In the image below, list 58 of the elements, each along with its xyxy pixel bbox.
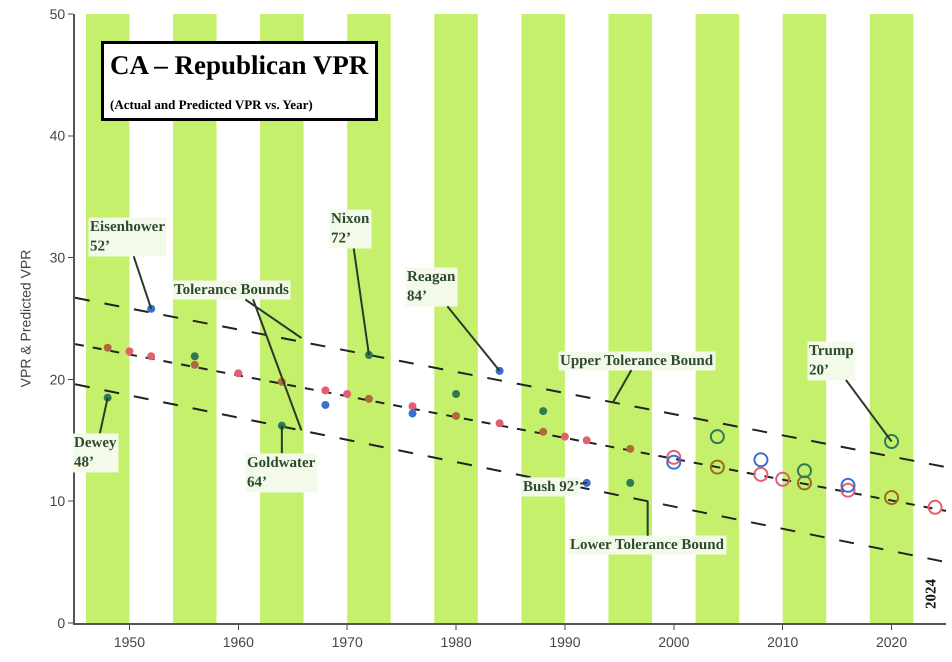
x-tick-label: 2000 bbox=[658, 634, 690, 650]
point bbox=[840, 478, 856, 493]
point bbox=[408, 402, 417, 410]
x-tick-label: 1980 bbox=[440, 634, 472, 650]
point bbox=[452, 412, 460, 420]
point bbox=[666, 454, 682, 470]
x-tick-label: 1960 bbox=[222, 634, 254, 650]
annotation: 2024 bbox=[923, 578, 940, 609]
annotation: Goldwater 64’ bbox=[247, 455, 316, 490]
y-axis-title: VPR & Predicted VPR bbox=[18, 250, 34, 388]
point bbox=[104, 344, 112, 352]
point bbox=[496, 419, 504, 428]
point bbox=[626, 444, 634, 453]
point bbox=[928, 500, 943, 515]
point bbox=[321, 386, 330, 394]
y-tick-label: 40 bbox=[50, 128, 66, 144]
text: (Actual and Predicted VPR vs. Year) bbox=[110, 97, 313, 112]
point bbox=[840, 482, 856, 498]
point bbox=[796, 475, 812, 490]
point bbox=[364, 394, 373, 403]
point bbox=[190, 360, 199, 369]
point bbox=[452, 390, 460, 398]
point bbox=[775, 472, 790, 487]
x-tick-label: 2020 bbox=[876, 634, 908, 650]
annotation: Trump 20’ bbox=[809, 343, 854, 378]
point bbox=[539, 428, 548, 436]
y-tick-label: 0 bbox=[57, 614, 66, 631]
point bbox=[190, 352, 199, 360]
text: CA – Republican VPR bbox=[110, 50, 369, 80]
point bbox=[626, 478, 634, 487]
y-tick-label: 50 bbox=[50, 6, 66, 22]
y-tick-label: 20 bbox=[50, 371, 66, 388]
x-tick-label: 2010 bbox=[767, 634, 798, 650]
y-tick-label: 10 bbox=[50, 493, 66, 510]
y-tick-label: 30 bbox=[50, 250, 66, 266]
point bbox=[125, 347, 134, 356]
annotation: Bush 92’ bbox=[523, 479, 580, 495]
point bbox=[343, 390, 352, 398]
annotation: Upper Tolerance Bound bbox=[560, 353, 714, 369]
annotation: Eisenhower 52’ bbox=[90, 219, 166, 254]
annotation: Reagan 84’ bbox=[407, 269, 456, 304]
x-tick-label: 1970 bbox=[332, 634, 363, 650]
point bbox=[582, 436, 591, 444]
point bbox=[147, 352, 156, 360]
annotation: Lower Tolerance Bound bbox=[570, 537, 725, 553]
x-tick-label: 1990 bbox=[549, 634, 581, 650]
point bbox=[560, 432, 569, 441]
point bbox=[710, 460, 725, 475]
annotation: Nixon 72’ bbox=[331, 211, 370, 246]
point bbox=[884, 490, 900, 506]
point bbox=[666, 450, 682, 465]
point bbox=[539, 407, 548, 416]
point bbox=[753, 466, 768, 482]
point bbox=[234, 369, 242, 378]
x-tick-label: 1950 bbox=[114, 634, 146, 650]
annotation: Tolerance Bounds bbox=[174, 282, 290, 298]
point bbox=[753, 452, 768, 468]
annotation: Dewey 48’ bbox=[74, 435, 117, 470]
